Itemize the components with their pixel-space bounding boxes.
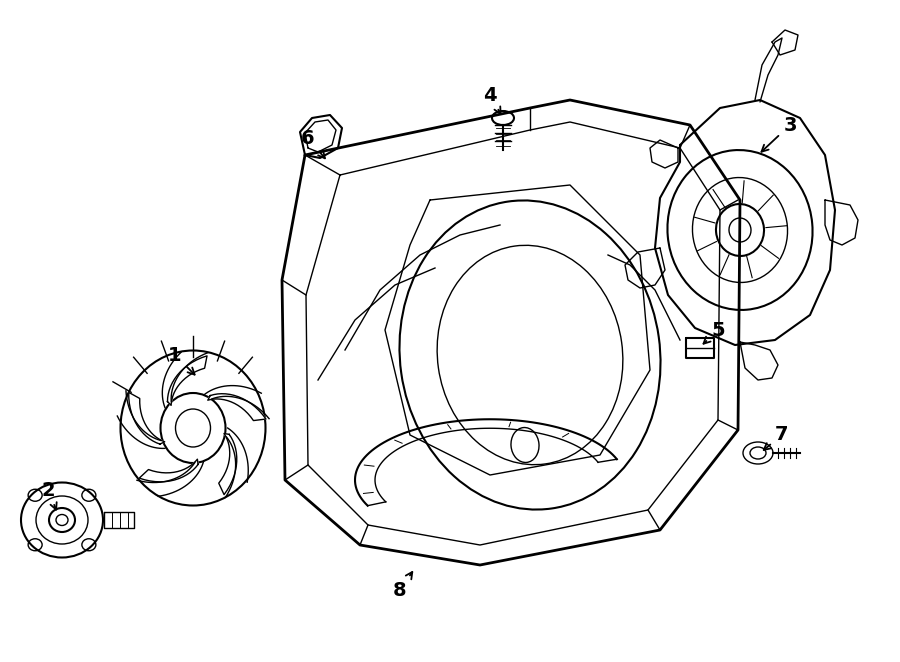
Text: 8: 8 (393, 572, 412, 600)
Text: 3: 3 (761, 115, 796, 152)
Text: 6: 6 (302, 128, 325, 158)
Text: 7: 7 (764, 426, 788, 450)
Polygon shape (129, 393, 165, 444)
Text: 2: 2 (41, 481, 57, 510)
Text: 4: 4 (483, 85, 500, 114)
Polygon shape (219, 434, 237, 495)
Polygon shape (140, 459, 198, 482)
Text: 5: 5 (704, 320, 725, 344)
Polygon shape (167, 356, 207, 405)
Polygon shape (208, 394, 266, 420)
Text: 1: 1 (168, 346, 194, 375)
